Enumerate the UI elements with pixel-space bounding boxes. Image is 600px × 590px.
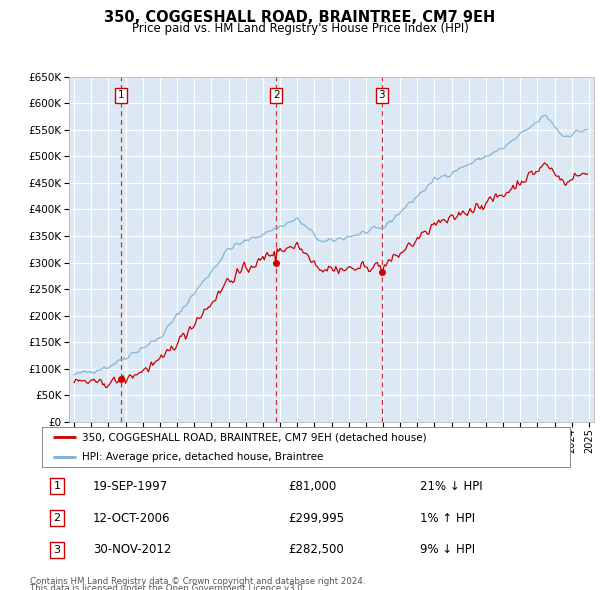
Text: £81,000: £81,000 <box>288 480 336 493</box>
Text: 30-NOV-2012: 30-NOV-2012 <box>93 543 172 556</box>
Text: £282,500: £282,500 <box>288 543 344 556</box>
Text: This data is licensed under the Open Government Licence v3.0.: This data is licensed under the Open Gov… <box>30 584 305 590</box>
Text: 350, COGGESHALL ROAD, BRAINTREE, CM7 9EH: 350, COGGESHALL ROAD, BRAINTREE, CM7 9EH <box>104 10 496 25</box>
Text: 12-OCT-2006: 12-OCT-2006 <box>93 512 170 525</box>
Text: £299,995: £299,995 <box>288 512 344 525</box>
Text: 3: 3 <box>53 545 61 555</box>
Text: 9% ↓ HPI: 9% ↓ HPI <box>420 543 475 556</box>
Text: 2: 2 <box>273 90 280 100</box>
Text: 1% ↑ HPI: 1% ↑ HPI <box>420 512 475 525</box>
Text: 2: 2 <box>53 513 61 523</box>
Text: 3: 3 <box>378 90 385 100</box>
Text: HPI: Average price, detached house, Braintree: HPI: Average price, detached house, Brai… <box>82 453 323 462</box>
Text: 19-SEP-1997: 19-SEP-1997 <box>93 480 168 493</box>
Text: 1: 1 <box>53 481 61 491</box>
Text: 1: 1 <box>118 90 124 100</box>
Text: Contains HM Land Registry data © Crown copyright and database right 2024.: Contains HM Land Registry data © Crown c… <box>30 577 365 586</box>
Text: 21% ↓ HPI: 21% ↓ HPI <box>420 480 482 493</box>
Text: 350, COGGESHALL ROAD, BRAINTREE, CM7 9EH (detached house): 350, COGGESHALL ROAD, BRAINTREE, CM7 9EH… <box>82 432 426 442</box>
Text: Price paid vs. HM Land Registry's House Price Index (HPI): Price paid vs. HM Land Registry's House … <box>131 22 469 35</box>
